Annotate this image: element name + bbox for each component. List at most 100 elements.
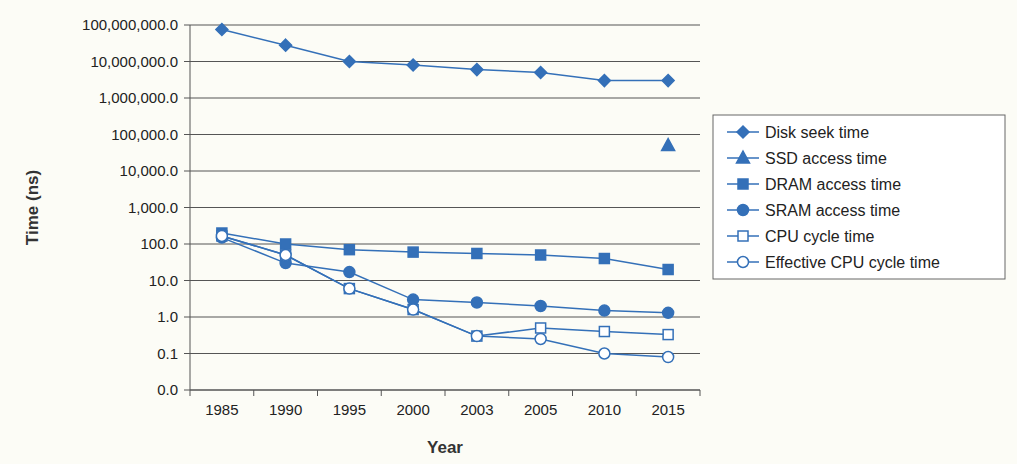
- y-tick-label: 0.0: [157, 381, 178, 398]
- x-tick-label: 1995: [333, 401, 366, 418]
- x-tick: [700, 390, 701, 396]
- data-point: [663, 352, 674, 363]
- data-point: [663, 307, 674, 318]
- data-point: [216, 230, 227, 241]
- x-tick-label: 2015: [651, 401, 684, 418]
- y-tick-label: 100,000,000.0: [82, 16, 178, 33]
- y-tick: [184, 98, 190, 99]
- series-line: [222, 238, 668, 313]
- data-point: [344, 284, 354, 294]
- legend-marker: [737, 151, 750, 163]
- data-point: [408, 247, 418, 257]
- data-point: [471, 64, 483, 76]
- legend-label: SRAM access time: [765, 202, 900, 219]
- data-point: [407, 59, 419, 71]
- legend-marker: [738, 231, 748, 241]
- data-point: [471, 331, 482, 342]
- plot-area: [216, 24, 675, 363]
- data-point: [344, 267, 355, 278]
- x-tick: [508, 390, 509, 396]
- data-point: [217, 231, 227, 241]
- data-point: [599, 254, 609, 264]
- x-tick: [572, 390, 573, 396]
- x-tick: [317, 390, 318, 396]
- x-tick-label: 2005: [524, 401, 557, 418]
- grid-line: [190, 207, 700, 208]
- legend-label: Effective CPU cycle time: [765, 254, 940, 271]
- legend-marker: [738, 179, 748, 189]
- y-tick: [184, 317, 190, 318]
- data-point: [408, 304, 419, 315]
- data-point: [535, 301, 546, 312]
- grid-line: [190, 317, 700, 318]
- y-tick: [184, 61, 190, 62]
- y-tick-label: 100,000.0: [111, 126, 178, 143]
- grid-line: [190, 171, 700, 172]
- y-tick-label: 10,000,000.0: [90, 53, 178, 70]
- y-tick: [184, 25, 190, 26]
- grid-line: [190, 280, 700, 281]
- x-tick-label: 2010: [588, 401, 621, 418]
- data-point: [472, 248, 482, 258]
- y-tick: [184, 390, 190, 391]
- data-point: [535, 333, 546, 344]
- data-point: [536, 323, 546, 333]
- data-point: [472, 331, 482, 341]
- y-tick: [184, 171, 190, 172]
- data-point: [662, 75, 674, 87]
- x-tick-label: 1990: [269, 401, 302, 418]
- grid-line: [190, 25, 700, 26]
- data-point: [599, 327, 609, 337]
- y-axis-label: Time (ns): [23, 170, 42, 245]
- y-tick-label: 100.0: [140, 235, 178, 252]
- x-tick: [445, 390, 446, 396]
- data-point: [536, 250, 546, 260]
- data-point: [344, 283, 355, 294]
- chart: 0.0 0.1 1.0 10.0 100.0 1,000.0 10,000.0 100,000…: [0, 0, 1017, 464]
- legend-marker: [737, 126, 749, 138]
- y-tick-label: 0.1: [157, 345, 178, 362]
- data-point: [281, 250, 291, 260]
- series-line: [222, 30, 668, 81]
- data-point: [663, 330, 673, 340]
- y-tick: [184, 134, 190, 135]
- x-tick-label: 2003: [460, 401, 493, 418]
- x-tick-label: 2000: [396, 401, 429, 418]
- y-tick-label: 1.0: [157, 308, 178, 325]
- grid-line: [190, 98, 700, 99]
- y-tick: [184, 244, 190, 245]
- data-point: [662, 138, 675, 150]
- data-point: [281, 239, 291, 249]
- data-point: [280, 39, 292, 51]
- y-axis: [190, 25, 191, 390]
- data-point: [598, 75, 610, 87]
- legend-box: [713, 115, 1005, 279]
- grid-line: [190, 61, 700, 62]
- data-point: [280, 249, 291, 260]
- legend-label: Disk seek time: [765, 124, 869, 141]
- series-line: [222, 236, 668, 336]
- data-point: [599, 305, 610, 316]
- x-tick: [190, 390, 191, 396]
- grid-line: [190, 244, 700, 245]
- y-tick: [184, 353, 190, 354]
- y-tick-label: 10,000.0: [120, 162, 178, 179]
- data-point: [471, 297, 482, 308]
- legend-label: DRAM access time: [765, 176, 901, 193]
- y-tick-label: 10.0: [149, 272, 178, 289]
- y-tick: [184, 280, 190, 281]
- x-tick: [381, 390, 382, 396]
- x-tick-label: 1985: [205, 401, 238, 418]
- x-tick: [253, 390, 254, 396]
- series-line: [222, 236, 668, 357]
- y-tick-label: 1,000.0: [128, 199, 178, 216]
- data-point: [344, 245, 354, 255]
- y-tick: [184, 207, 190, 208]
- legend-label: CPU cycle time: [765, 228, 874, 245]
- data-point: [408, 305, 418, 315]
- legend-label: SSD access time: [765, 150, 887, 167]
- data-point: [663, 265, 673, 275]
- x-tick: [636, 390, 637, 396]
- series-line: [222, 233, 668, 269]
- y-tick-label: 1,000,000.0: [99, 89, 178, 106]
